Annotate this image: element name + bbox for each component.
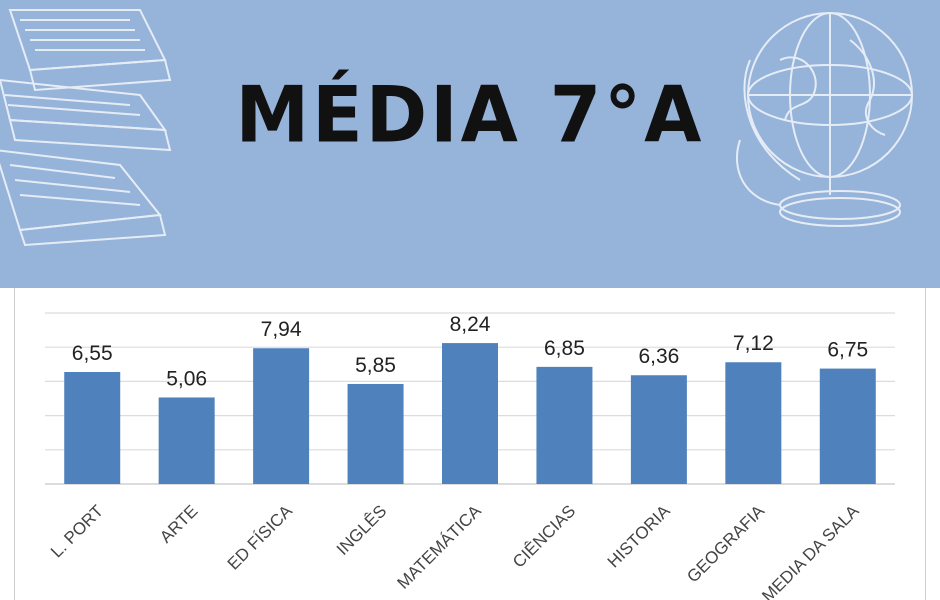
value-label: 6,36 xyxy=(638,345,679,368)
globe-illustration xyxy=(735,12,913,227)
books-illustration xyxy=(0,9,172,247)
category-label: MEDIA DA SALA xyxy=(758,501,863,600)
category-label: CIÊNCIAS xyxy=(509,501,579,571)
bar xyxy=(630,375,687,484)
category-labels: L. PORT ARTE ED FÍSICA INGLÊS MATEMÁTICA CIÊN… xyxy=(47,501,863,600)
bars xyxy=(64,343,876,484)
category-label: HISTORIA xyxy=(604,501,674,571)
bar xyxy=(64,371,121,484)
value-label: 7,94 xyxy=(261,318,302,341)
category-label: ED FÍSICA xyxy=(224,501,297,574)
category-label: GEOGRAFIA xyxy=(683,501,768,586)
page-title: MÉDIA 7°A xyxy=(235,69,705,161)
category-label: INGLÊS xyxy=(333,501,391,559)
value-label: 7,12 xyxy=(733,332,774,355)
bar xyxy=(442,343,498,484)
bar xyxy=(536,366,593,484)
bar-chart-panel: 6,55 5,06 7,94 5,85 8,24 6,85 6,36 7,12 6,75 L. … xyxy=(14,288,926,600)
value-label: 6,55 xyxy=(72,342,113,365)
value-label: 8,24 xyxy=(450,313,491,336)
category-label: MATEMÁTICA xyxy=(393,501,485,593)
category-label: ARTE xyxy=(156,501,201,546)
header-banner: MÉDIA 7°A xyxy=(0,0,940,288)
bar xyxy=(725,362,782,484)
category-label: L. PORT xyxy=(47,501,107,561)
bar xyxy=(819,368,876,484)
bar xyxy=(253,348,310,484)
value-label: 6,75 xyxy=(827,339,868,362)
value-label: 6,85 xyxy=(544,337,585,360)
bar xyxy=(158,397,215,484)
bar-chart: 6,55 5,06 7,94 5,85 8,24 6,85 6,36 7,12 6,75 L. … xyxy=(45,312,895,600)
value-labels: 6,55 5,06 7,94 5,85 8,24 6,85 6,36 7,12 6,75 xyxy=(72,313,868,390)
value-label: 5,06 xyxy=(166,367,207,390)
value-label: 5,85 xyxy=(355,354,396,377)
bar xyxy=(347,383,404,484)
